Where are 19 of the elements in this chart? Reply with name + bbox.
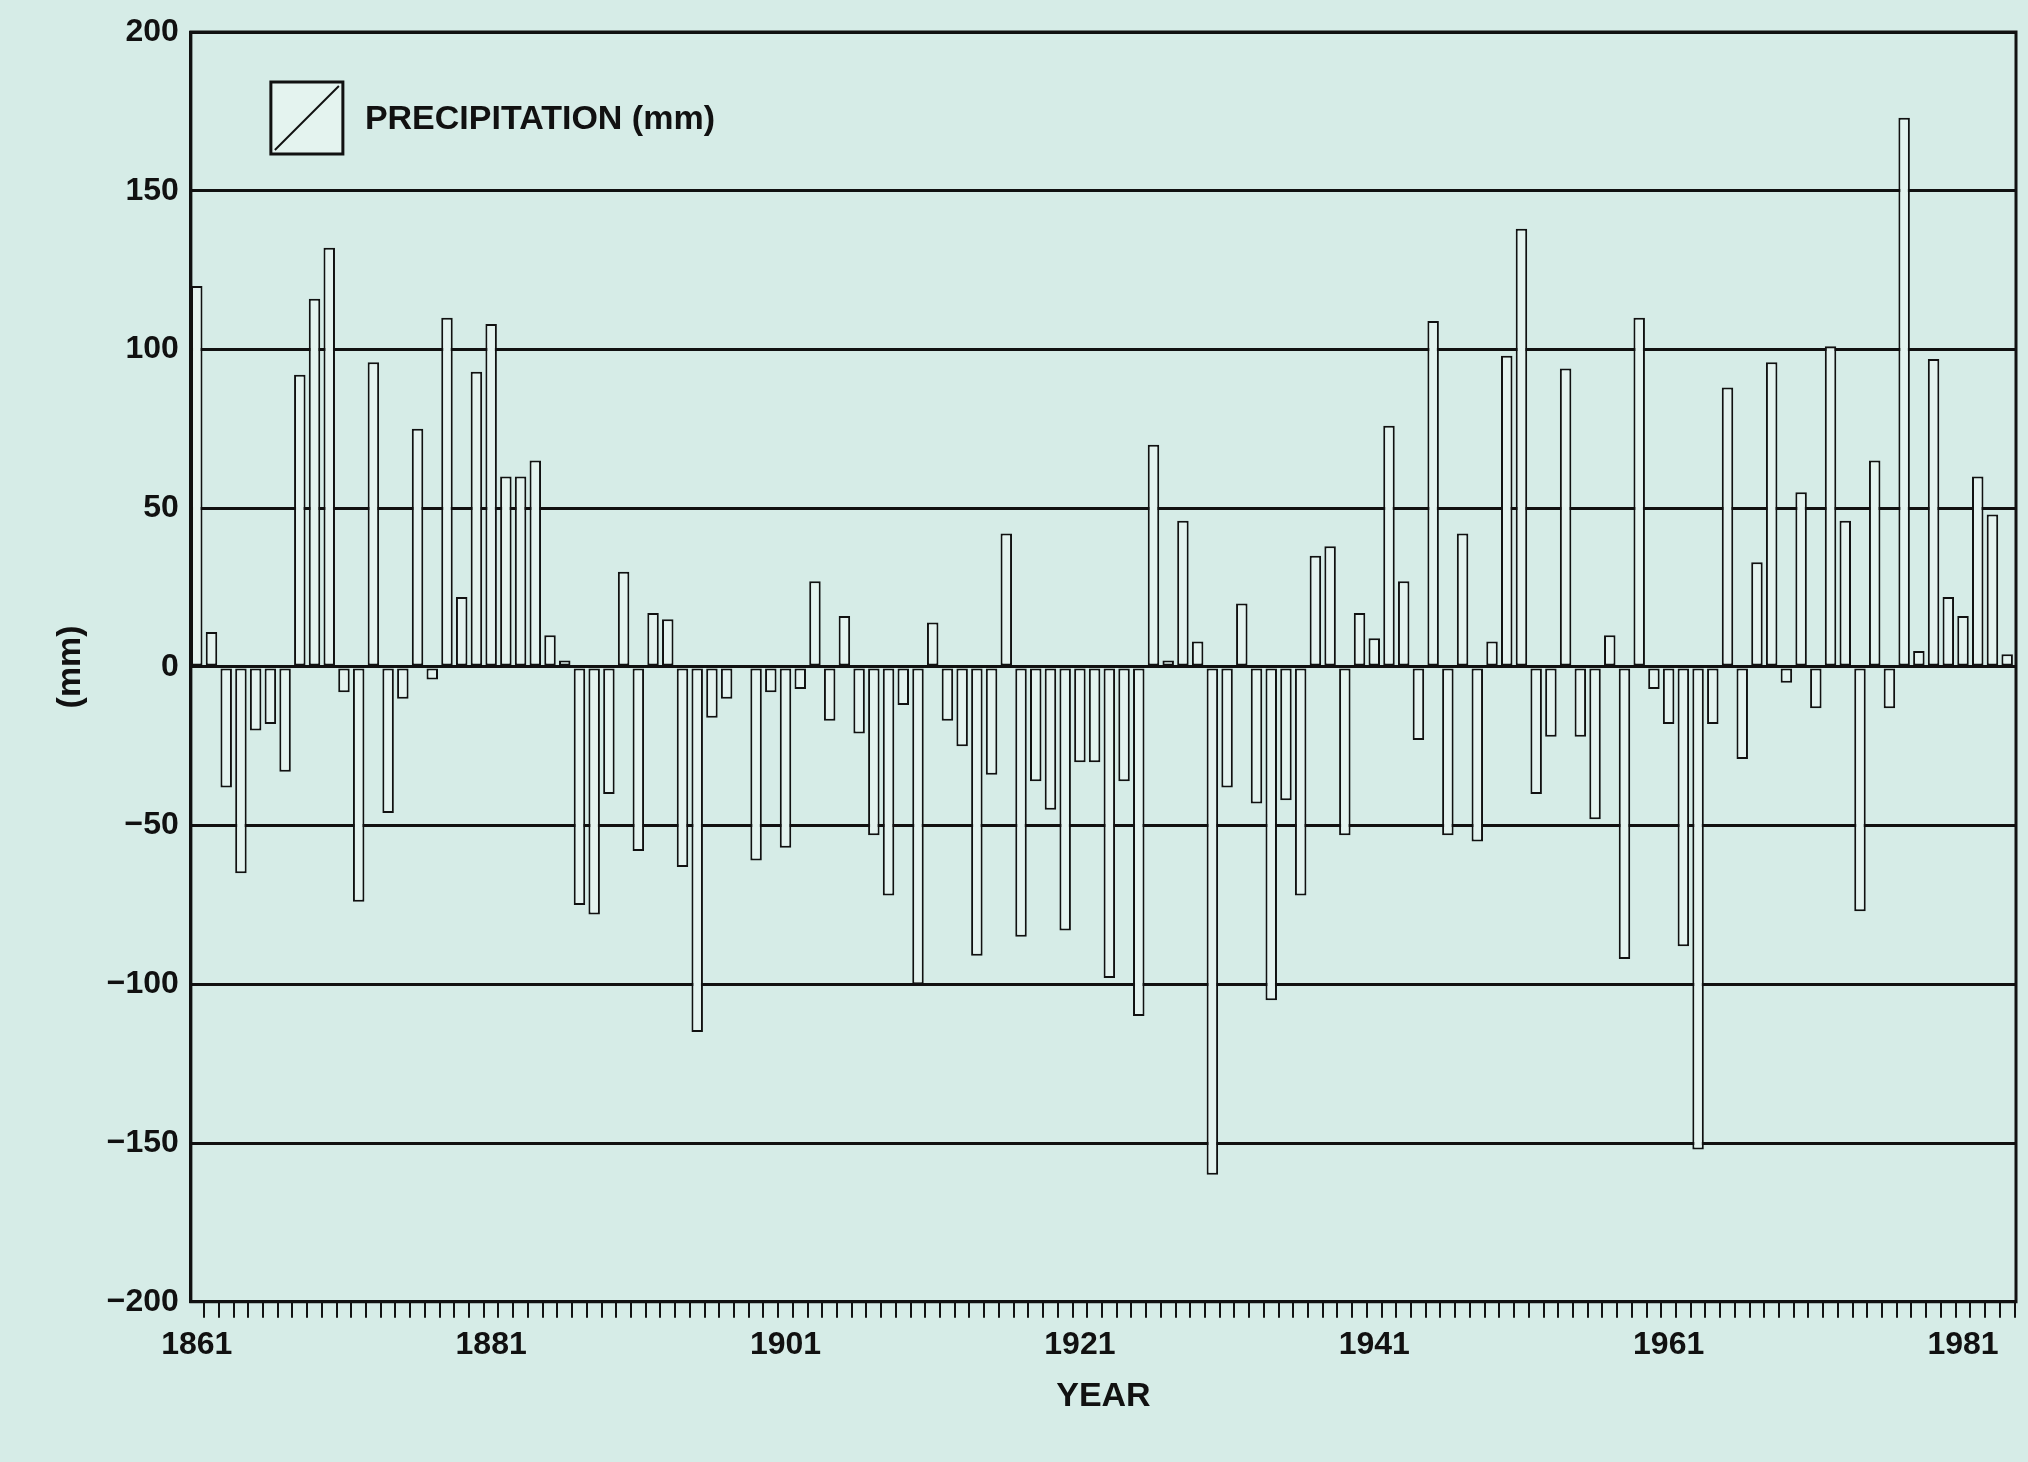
- y-tick-label: 0: [161, 646, 179, 683]
- x-tick-label: 1961: [1633, 1324, 1705, 1361]
- y-tick-label: 100: [125, 329, 179, 366]
- y-tick-label: 200: [125, 11, 179, 48]
- y-tick-label: −50: [124, 805, 179, 842]
- y-tick-label: −100: [106, 964, 179, 1001]
- x-tick-label: 1901: [749, 1324, 822, 1361]
- y-tick-label: −150: [106, 1122, 179, 1159]
- x-tick-label: 1981: [1927, 1324, 1999, 1361]
- y-tick-label: 50: [143, 488, 179, 524]
- y-tick-label: 150: [125, 170, 179, 207]
- y-axis-title: (mm): [48, 625, 87, 709]
- y-tick-label: −200: [106, 1281, 179, 1318]
- legend-label: PRECIPITATION (mm): [364, 98, 715, 137]
- x-tick-label: 1941: [1338, 1324, 1410, 1361]
- x-tick-label: 1921: [1044, 1324, 1116, 1361]
- x-axis-title: YEAR: [1056, 1374, 1151, 1413]
- x-tick-label: 1861: [161, 1324, 233, 1361]
- x-tick-label: 1881: [455, 1324, 527, 1361]
